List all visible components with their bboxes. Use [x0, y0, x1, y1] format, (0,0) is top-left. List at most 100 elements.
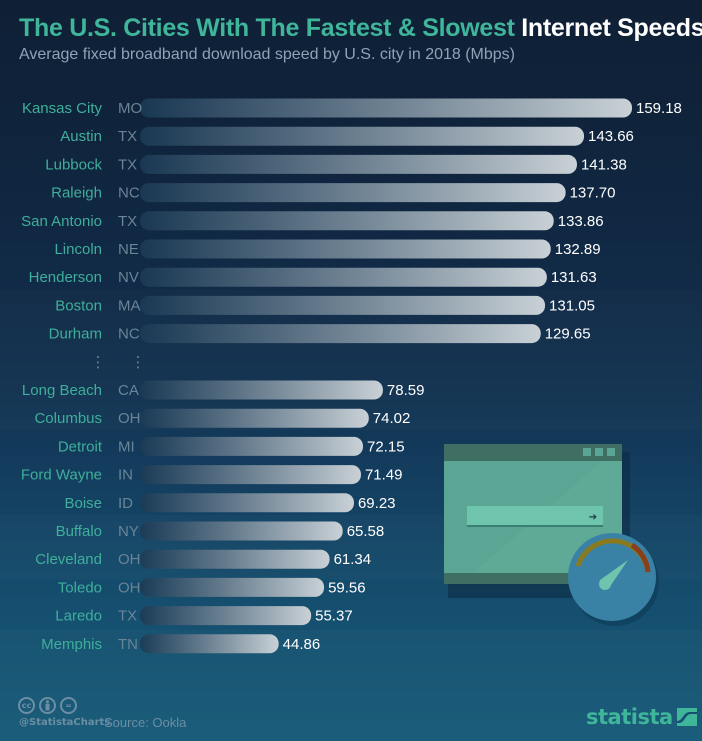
city-label: Laredo [55, 608, 102, 625]
value-label: 132.89 [555, 241, 601, 258]
value-label: 131.63 [551, 269, 597, 286]
window-button-icon [607, 448, 615, 456]
state-label: MA [118, 297, 141, 314]
city-label: Detroit [58, 438, 103, 455]
state-label: NY [118, 523, 139, 540]
city-label: Cleveland [35, 551, 102, 568]
city-label: Durham [49, 326, 102, 343]
state-label: TX [118, 213, 137, 230]
city-label: Kansas City [22, 100, 103, 117]
value-label: 143.66 [588, 128, 634, 145]
city-label: Toledo [58, 579, 102, 596]
value-label: 129.65 [545, 326, 591, 343]
state-label: NC [118, 326, 140, 343]
gauge-needle [600, 560, 628, 588]
value-label: 74.02 [373, 410, 411, 427]
state-label: TN [118, 636, 138, 653]
value-label: 44.86 [283, 636, 321, 653]
city-label: Lubbock [45, 156, 102, 173]
state-label: ID [118, 495, 133, 512]
bar-slowest-8 [140, 606, 312, 626]
bar-fastest-2 [140, 154, 577, 174]
city-label: Austin [60, 128, 102, 145]
city-label: Lincoln [54, 241, 102, 258]
city-label: San Antonio [21, 213, 102, 230]
city-label: Memphis [41, 636, 102, 653]
bar-fastest-4 [140, 211, 554, 231]
arrow-right-icon: ➔ [589, 512, 597, 523]
bar-fastest-3 [140, 183, 566, 203]
state-label: IN [118, 467, 133, 484]
value-label: 131.05 [549, 297, 595, 314]
state-label: OH [118, 551, 141, 568]
city-label: Buffalo [56, 523, 102, 540]
statista-logo-icon [676, 708, 697, 726]
city-label: Columbus [34, 410, 102, 427]
bar-slowest-5 [140, 521, 343, 541]
labels-layer: Kansas City MO 159.18 Austin TX 143.66 Lubbock… [21, 100, 682, 653]
brand-name: statista [586, 705, 673, 729]
city-label: Long Beach [22, 382, 102, 399]
separator-dots-city: ⋮ [91, 353, 106, 371]
city-label: Raleigh [51, 185, 102, 202]
value-label: 72.15 [367, 438, 405, 455]
value-label: 141.38 [581, 156, 627, 173]
bar-slowest-4 [140, 493, 354, 513]
bar-fastest-7 [140, 295, 546, 315]
title-accent: The U.S. Cities With The Fastest & Slowe… [19, 14, 515, 42]
license-icons: cc = [18, 697, 77, 714]
value-label: 65.58 [347, 523, 385, 540]
state-label: OH [118, 410, 141, 427]
state-label: NV [118, 269, 139, 286]
value-label: 59.56 [328, 579, 366, 596]
state-label: TX [118, 128, 137, 145]
chart-title: The U.S. Cities With The Fastest & Slowe… [19, 14, 702, 43]
speedometer-arc-red [630, 542, 651, 573]
title-rest: Internet Speeds [521, 14, 702, 42]
bar-fastest-1 [140, 126, 585, 146]
bar-slowest-9 [140, 634, 279, 654]
creative-commons-icon[interactable]: cc [18, 697, 35, 714]
source-note[interactable]: Source: Ookla [104, 715, 187, 730]
state-label: TX [118, 156, 137, 173]
separator-dots-state: ⋮ [131, 353, 146, 371]
state-label: MO [118, 100, 142, 117]
statista-handle[interactable]: @StatistaCharts [19, 717, 111, 728]
statista-logo[interactable]: statista [586, 705, 697, 729]
bar-fastest-0 [140, 98, 632, 118]
state-label: MI [118, 438, 135, 455]
window-button-icon [595, 448, 603, 456]
value-label: 78.59 [387, 382, 425, 399]
value-label: 159.18 [636, 100, 682, 117]
value-label: 133.86 [558, 213, 604, 230]
state-label: OH [118, 579, 141, 596]
state-label: NC [118, 185, 140, 202]
address-bar [467, 506, 603, 525]
window-button-icon [583, 448, 591, 456]
browser-titlebar [444, 444, 622, 461]
bar-fastest-5 [140, 239, 551, 259]
city-label: Boise [64, 495, 102, 512]
person-icon [45, 700, 50, 711]
value-label: 137.70 [570, 185, 616, 202]
value-label: 71.49 [365, 467, 403, 484]
browser-speedometer-illustration: ➔ [444, 444, 659, 626]
chart-subtitle: Average fixed broadband download speed b… [19, 46, 516, 63]
value-label: 69.23 [358, 495, 396, 512]
state-label: NE [118, 241, 139, 258]
value-label: 61.34 [334, 551, 372, 568]
bar-slowest-3 [140, 465, 361, 485]
state-label: TX [118, 608, 137, 625]
bar-slowest-7 [140, 577, 325, 597]
attribution-icon[interactable] [39, 697, 56, 714]
value-label: 55.37 [315, 608, 353, 625]
state-label: CA [118, 382, 139, 399]
no-derivatives-icon[interactable]: = [60, 697, 77, 714]
address-bar-shadow [467, 525, 603, 527]
bar-slowest-6 [140, 549, 330, 569]
bars-layer [140, 98, 632, 654]
bar-slowest-2 [140, 436, 364, 456]
city-label: Boston [55, 297, 102, 314]
bar-fastest-8 [140, 324, 541, 344]
